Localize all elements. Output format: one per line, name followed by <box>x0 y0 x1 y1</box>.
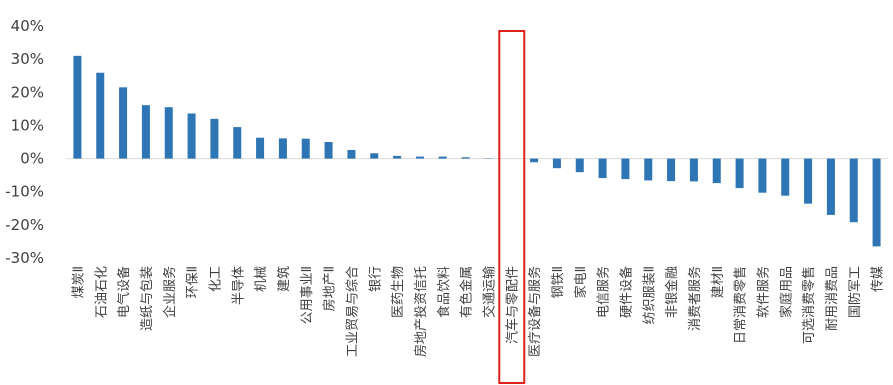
x-tick-label: 化工 <box>208 266 223 292</box>
bar <box>393 155 402 159</box>
bar <box>712 158 721 184</box>
bar <box>644 158 653 181</box>
x-tick-label: 纺织服装Ⅱ <box>642 266 657 324</box>
x-tick-label: 石油石化 <box>94 266 109 318</box>
bar <box>96 72 105 159</box>
bar <box>370 153 379 159</box>
bar <box>141 105 150 159</box>
bar <box>621 158 630 180</box>
x-tick-label: 电气设备 <box>116 266 132 318</box>
x-tick-label: 医疗设备与服务 <box>527 266 543 357</box>
x-tick-label: 可选消费零售 <box>801 266 817 344</box>
x-tick-label: 国防军工 <box>847 266 863 318</box>
x-tick-label: 机械 <box>254 266 269 292</box>
y-tick-label: 30% <box>11 50 44 68</box>
x-tick-label: 工业贸易与综合 <box>345 266 360 357</box>
y-tick-label: -10% <box>5 183 44 201</box>
x-tick-label: 食品饮料 <box>436 266 452 318</box>
bar <box>187 113 196 159</box>
bar <box>758 158 767 193</box>
x-tick-label: 造纸与包装 <box>140 266 155 331</box>
x-tick-label: 钢铁Ⅱ <box>551 266 566 298</box>
y-tick-label: 10% <box>11 116 44 134</box>
y-tick-label: 0% <box>20 150 44 168</box>
bar <box>781 158 790 196</box>
x-tick-label: 半导体 <box>231 266 246 305</box>
x-tick-label: 硬件设备 <box>618 266 634 318</box>
x-tick-label: 企业服务 <box>162 266 178 318</box>
x-tick-label: 家庭用品 <box>778 266 794 318</box>
x-tick-label: 电信服务 <box>596 266 612 318</box>
y-tick-label: 20% <box>11 83 44 101</box>
y-tick-label: 40% <box>11 17 44 35</box>
bar <box>415 156 424 159</box>
bar <box>667 158 676 182</box>
bar <box>530 158 539 163</box>
bar <box>826 158 835 215</box>
bar <box>256 137 265 159</box>
bar <box>347 149 356 159</box>
bar <box>872 158 881 247</box>
bar <box>278 138 287 159</box>
x-tick-label: 耐用消费品 <box>825 266 840 331</box>
bar <box>598 158 607 179</box>
x-tick-label: 建筑 <box>276 266 292 292</box>
bar <box>804 158 813 204</box>
bar <box>438 156 447 159</box>
bar <box>461 157 470 159</box>
bar <box>849 158 858 223</box>
x-tick-label: 公用事业Ⅱ <box>300 266 315 324</box>
x-tick-label: 软件服务 <box>755 266 771 318</box>
y-tick-label: -30% <box>5 249 44 267</box>
x-tick-label: 医药生物 <box>391 266 406 318</box>
bar <box>119 87 128 159</box>
bar <box>552 158 561 169</box>
x-tick-label: 建材Ⅱ <box>711 266 726 298</box>
x-tick-label: 有色金属 <box>459 266 475 318</box>
bar <box>164 107 173 159</box>
bar <box>735 158 744 189</box>
x-tick-label: 房地产Ⅱ <box>322 266 338 311</box>
bar <box>301 138 310 159</box>
bar <box>210 118 219 159</box>
bar <box>233 127 242 159</box>
bar <box>73 55 82 159</box>
x-tick-label: 房地产投资信托 <box>413 266 429 357</box>
x-tick-label: 消费者服务 <box>687 266 703 331</box>
x-tick-label: 家电Ⅱ <box>573 266 589 298</box>
bar <box>324 142 333 159</box>
x-tick-label: 日常消费零售 <box>733 266 749 344</box>
highlight-box <box>498 30 526 384</box>
bar <box>689 158 698 182</box>
x-tick-label: 银行 <box>368 266 383 292</box>
x-tick-label: 环保Ⅱ <box>186 266 201 298</box>
x-tick-label: 传媒 <box>871 266 886 292</box>
y-tick-label: -20% <box>5 216 44 234</box>
x-tick-label: 交通运输 <box>481 266 497 318</box>
x-tick-label: 非银金融 <box>664 266 680 318</box>
bar <box>575 158 584 173</box>
x-tick-label: 汽车与零配件 <box>504 266 520 344</box>
x-tick-label: 煤炭Ⅱ <box>71 266 86 298</box>
